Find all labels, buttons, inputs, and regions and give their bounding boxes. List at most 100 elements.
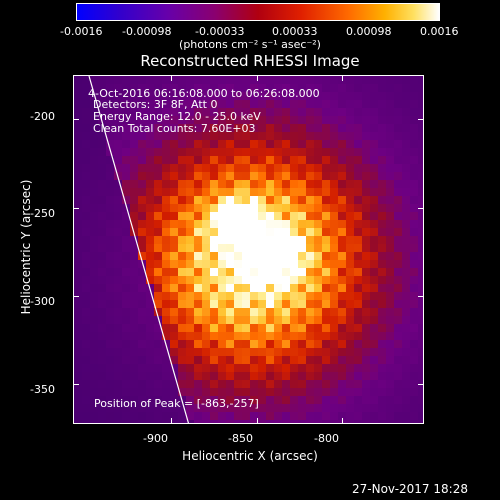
image-pixel	[410, 404, 418, 412]
image-pixel	[330, 116, 338, 124]
image-pixel	[234, 316, 242, 324]
image-pixel	[202, 76, 210, 84]
image-pixel	[114, 340, 122, 348]
image-pixel	[298, 228, 306, 236]
image-pixel	[130, 388, 138, 396]
image-pixel	[314, 204, 322, 212]
image-pixel	[338, 132, 346, 140]
image-pixel	[186, 140, 194, 148]
image-pixel	[394, 204, 402, 212]
image-pixel	[378, 124, 386, 132]
image-pixel	[314, 348, 322, 356]
image-pixel	[386, 284, 394, 292]
image-pixel	[146, 156, 154, 164]
image-pixel	[338, 100, 346, 108]
image-pixel	[290, 284, 298, 292]
image-pixel	[338, 220, 346, 228]
image-pixel	[250, 148, 258, 156]
image-pixel	[234, 268, 242, 276]
image-pixel	[154, 396, 162, 404]
image-pixel	[402, 252, 410, 260]
image-pixel	[370, 212, 378, 220]
image-pixel	[82, 420, 90, 423]
image-pixel	[82, 340, 90, 348]
image-pixel	[258, 76, 266, 84]
image-pixel	[274, 220, 282, 228]
image-pixel	[90, 284, 98, 292]
image-pixel	[210, 148, 218, 156]
image-pixel	[234, 300, 242, 308]
image-pixel	[226, 100, 234, 108]
image-pixel	[90, 76, 98, 84]
image-pixel	[410, 84, 418, 92]
image-pixel	[394, 412, 402, 420]
image-pixel	[298, 292, 306, 300]
image-pixel	[114, 132, 122, 140]
image-pixel	[402, 356, 410, 364]
image-pixel	[250, 252, 258, 260]
image-pixel	[130, 100, 138, 108]
image-pixel	[74, 284, 82, 292]
image-pixel	[322, 180, 330, 188]
image-pixel	[138, 140, 146, 148]
image-pixel	[354, 364, 362, 372]
image-pixel	[258, 276, 266, 284]
image-pixel	[410, 108, 418, 116]
image-pixel	[402, 84, 410, 92]
image-pixel	[162, 372, 170, 380]
image-pixel	[290, 236, 298, 244]
image-pixel	[258, 292, 266, 300]
image-pixel	[146, 100, 154, 108]
image-pixel	[74, 412, 82, 420]
image-pixel	[178, 204, 186, 212]
image-pixel	[154, 252, 162, 260]
image-pixel	[362, 372, 370, 380]
image-pixel	[234, 356, 242, 364]
image-pixel	[354, 324, 362, 332]
image-pixel	[194, 164, 202, 172]
image-pixel	[170, 324, 178, 332]
image-pixel	[250, 324, 258, 332]
image-pixel	[266, 188, 274, 196]
image-pixel	[386, 268, 394, 276]
image-pixel	[402, 348, 410, 356]
image-pixel	[274, 140, 282, 148]
image-pixel	[378, 76, 386, 84]
image-pixel	[266, 356, 274, 364]
image-pixel	[90, 308, 98, 316]
image-pixel	[410, 212, 418, 220]
image-pixel	[178, 124, 186, 132]
image-pixel	[130, 156, 138, 164]
image-pixel	[322, 260, 330, 268]
image-pixel	[274, 148, 282, 156]
image-pixel	[122, 292, 130, 300]
image-pixel	[330, 388, 338, 396]
image-pixel	[394, 364, 402, 372]
image-pixel	[242, 276, 250, 284]
image-pixel	[202, 180, 210, 188]
image-pixel	[386, 236, 394, 244]
image-pixel	[242, 188, 250, 196]
image-pixel	[306, 372, 314, 380]
image-pixel	[210, 300, 218, 308]
image-pixel	[274, 196, 282, 204]
image-pixel	[322, 212, 330, 220]
image-pixel	[346, 236, 354, 244]
image-pixel	[266, 164, 274, 172]
image-pixel	[394, 300, 402, 308]
image-pixel	[378, 220, 386, 228]
image-pixel	[258, 252, 266, 260]
image-pixel	[154, 220, 162, 228]
xtick-top-1	[171, 75, 172, 81]
image-pixel	[330, 124, 338, 132]
image-pixel	[258, 188, 266, 196]
image-pixel	[170, 204, 178, 212]
image-pixel	[386, 140, 394, 148]
image-pixel	[402, 140, 410, 148]
image-pixel	[314, 236, 322, 244]
image-pixel	[362, 380, 370, 388]
image-pixel	[178, 228, 186, 236]
colorbar-tick-5: 0.00098	[346, 25, 392, 38]
image-pixel	[418, 132, 423, 140]
image-pixel	[170, 220, 178, 228]
